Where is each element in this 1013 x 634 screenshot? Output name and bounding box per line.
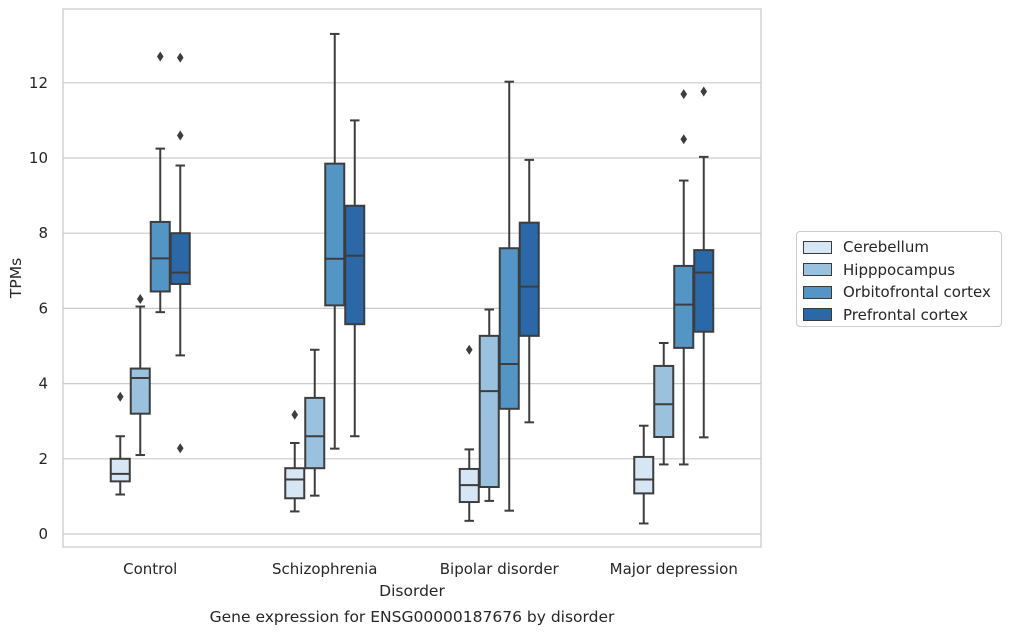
chart-title: Gene expression for ENSG00000187676 by d…: [210, 608, 615, 626]
x-axis-label: Disorder: [379, 582, 445, 600]
legend-swatch: [803, 263, 832, 277]
legend-item: Cerebellum: [803, 236, 1001, 259]
box-iqr: [304, 396, 326, 470]
box-iqr: [498, 247, 520, 410]
box-cerebellum: [284, 409, 306, 513]
box-hipppocampus: [304, 348, 326, 497]
outlier-point: [680, 89, 688, 100]
legend-item: Orbitofrontal cortex: [803, 281, 1001, 304]
legend-swatch: [803, 308, 832, 322]
legend: Cerebellum Hipppocampus Orbitofrontal cort…: [796, 231, 1002, 327]
box-hipppocampus: [653, 341, 675, 466]
y-tick-label: 6: [38, 299, 48, 317]
legend-label: Hipppocampus: [843, 260, 956, 279]
outlier-point: [136, 294, 144, 304]
box-hipppocampus: [129, 294, 151, 457]
y-tick-labels: 0 2 4 6 8 10 12: [29, 74, 48, 543]
y-tick-label: 10: [29, 149, 48, 167]
box-iqr: [324, 162, 346, 307]
box-iqr: [673, 264, 695, 349]
y-tick-label: 0: [38, 525, 48, 543]
box-cerebellum: [458, 344, 480, 522]
box-iqr: [653, 364, 675, 438]
box-iqr: [149, 220, 171, 293]
legend-label: Orbitofrontal cortex: [843, 283, 991, 302]
x-tick-labels: Control Schizophrenia Bipolar disorder Majo…: [123, 560, 738, 578]
outlier-point: [176, 52, 184, 63]
box-prefrontal-cortex: [693, 86, 715, 439]
box-orbitofrontal-cortex: [149, 51, 171, 314]
box-plot-area: [109, 32, 715, 525]
box-cerebellum: [109, 391, 131, 496]
box-orbitofrontal-cortex: [673, 89, 695, 466]
x-tick-label: Bipolar disorder: [440, 560, 560, 578]
box-iqr: [518, 221, 540, 337]
legend-label: Prefrontal cortex: [843, 305, 968, 324]
box-iqr: [633, 455, 655, 495]
outlier-point: [291, 409, 299, 420]
outlier-point: [116, 391, 124, 402]
plot-frame: [62, 8, 762, 548]
outlier-point: [176, 443, 184, 454]
box-prefrontal-cortex: [344, 119, 366, 438]
outlier-point: [156, 51, 164, 62]
box-orbitofrontal-cortex: [498, 80, 520, 512]
legend-swatch: [803, 240, 832, 254]
box-iqr: [693, 249, 715, 333]
y-tick-label: 2: [38, 450, 48, 468]
legend-label: Cerebellum: [843, 238, 929, 257]
x-tick-label: Control: [123, 560, 177, 578]
box-cerebellum: [633, 424, 655, 525]
box-iqr: [109, 457, 131, 483]
box-iqr: [344, 204, 366, 326]
outlier-point: [465, 344, 473, 355]
legend-item: Prefrontal cortex: [803, 304, 1001, 327]
y-tick-label: 8: [38, 224, 48, 242]
y-axis-label: TPMs: [7, 258, 25, 299]
legend-item: Hipppocampus: [803, 259, 1001, 282]
outlier-point: [700, 86, 708, 97]
x-tick-label: Schizophrenia: [272, 560, 377, 578]
box-iqr: [129, 367, 151, 415]
outlier-point: [680, 134, 688, 145]
x-tick-label: Major depression: [610, 560, 738, 578]
box-orbitofrontal-cortex: [324, 32, 346, 450]
box-iqr: [169, 232, 191, 285]
box-hipppocampus: [478, 308, 500, 502]
box-iqr: [284, 467, 306, 500]
box-prefrontal-cortex: [169, 52, 191, 454]
box-iqr: [478, 334, 500, 488]
legend-swatch: [803, 285, 832, 299]
y-tick-label: 12: [29, 74, 48, 92]
outlier-point: [176, 130, 184, 141]
box-prefrontal-cortex: [518, 158, 540, 424]
grid-lines: [63, 82, 761, 535]
y-tick-label: 4: [38, 375, 48, 393]
